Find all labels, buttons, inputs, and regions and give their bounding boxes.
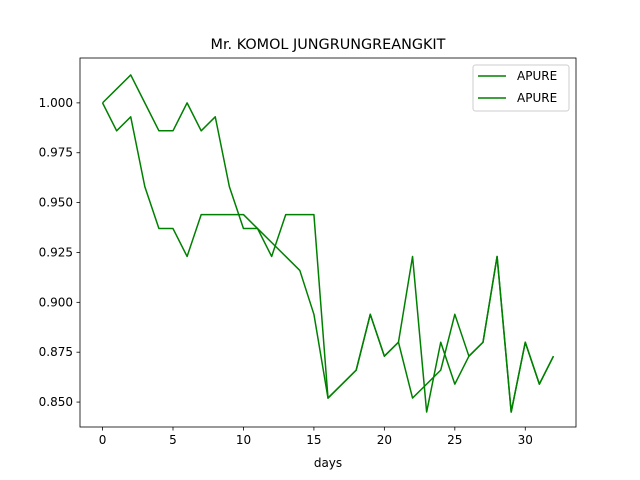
x-axis: 0 5 10 15 20 25 30 [99,427,533,447]
y-tick-label: 0.875 [39,345,73,359]
y-tick-label: 0.925 [39,245,73,259]
legend-label: APURE [517,91,557,105]
x-tick-label: 15 [306,433,321,447]
legend-label: APURE [517,69,557,83]
y-tick-label: 0.900 [39,295,73,309]
y-tick-label: 0.850 [39,395,73,409]
axes-frame [79,57,577,428]
x-tick-label: 10 [236,433,251,447]
y-tick-label: 0.975 [39,146,73,160]
y-tick-label: 1.000 [39,96,73,110]
x-tick-label: 20 [377,433,392,447]
y-tick-label: 0.950 [39,196,73,210]
x-tick-label: 5 [169,433,177,447]
chart-title: Mr. KOMOL JUNGRUNGREANGKIT [211,37,446,53]
y-axis: 0.850 0.875 0.900 0.925 0.950 0.975 1.000 [39,96,80,409]
legend: APURE APURE [472,64,570,112]
plot-area [79,57,577,428]
x-axis-label: days [314,456,342,470]
series-line-2 [102,74,555,413]
x-tick-label: 30 [518,433,533,447]
x-tick-label: 0 [99,433,107,447]
plot-background [80,58,576,427]
x-tick-label: 25 [447,433,462,447]
